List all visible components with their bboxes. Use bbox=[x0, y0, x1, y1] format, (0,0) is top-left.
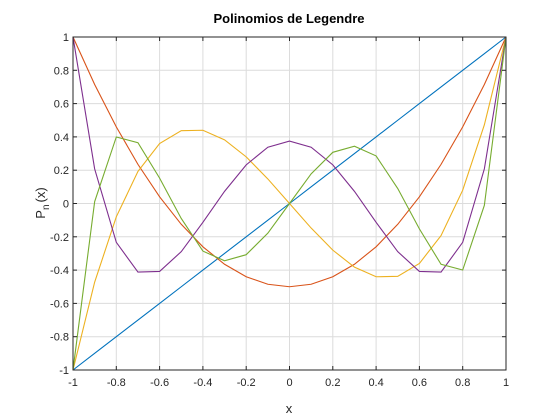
chart-title: Polinomios de Legendre bbox=[214, 11, 365, 26]
x-tick-label: -0.8 bbox=[107, 377, 126, 389]
x-tick-label: 0 bbox=[286, 377, 292, 389]
y-tick-label: -1 bbox=[59, 365, 69, 377]
series-line-4 bbox=[72, 36, 507, 273]
y-tick-label: 0.2 bbox=[54, 165, 69, 177]
x-tick-label: 0.8 bbox=[455, 377, 470, 389]
x-tick-label: -0.2 bbox=[237, 377, 256, 389]
x-tick-label: 0.6 bbox=[412, 377, 427, 389]
y-axis-label-sub: n bbox=[41, 204, 52, 210]
y-tick-label: 0.4 bbox=[54, 132, 69, 144]
y-tick-label: -0.4 bbox=[50, 265, 69, 277]
y-axis-label: Pn (x) bbox=[33, 187, 52, 218]
x-tick-labels: -1 -0.8 -0.6 -0.4 -0.2 0 0.2 0.4 0.6 0.8 1 bbox=[68, 377, 509, 389]
x-tick-label: 1 bbox=[503, 377, 509, 389]
y-tick-label: -0.2 bbox=[50, 232, 69, 244]
series-line-2 bbox=[72, 36, 507, 288]
x-tick-label: -0.6 bbox=[150, 377, 169, 389]
y-tick-label: -0.8 bbox=[50, 332, 69, 344]
y-tick-label: 0 bbox=[63, 199, 69, 211]
x-tick-label: -0.4 bbox=[193, 377, 212, 389]
x-tick-label: 0.2 bbox=[325, 377, 340, 389]
x-tick-label: -1 bbox=[68, 377, 78, 389]
y-tick-label: 0.8 bbox=[54, 65, 69, 77]
y-tick-label: -0.6 bbox=[50, 298, 69, 310]
series-group bbox=[72, 36, 507, 371]
y-axis-label-main: P bbox=[33, 210, 48, 219]
x-axis-label: x bbox=[286, 401, 293, 416]
y-tick-labels: -1 -0.8 -0.6 -0.4 -0.2 0 0.2 0.4 0.6 0.8 1 bbox=[50, 32, 69, 377]
x-tick-label: 0.4 bbox=[368, 377, 383, 389]
axes-frame bbox=[72, 36, 507, 371]
y-axis-label-tail: (x) bbox=[33, 187, 48, 202]
y-tick-label: 1 bbox=[63, 32, 69, 44]
series-line-5 bbox=[72, 36, 507, 371]
y-tick-label: 0.6 bbox=[54, 99, 69, 111]
